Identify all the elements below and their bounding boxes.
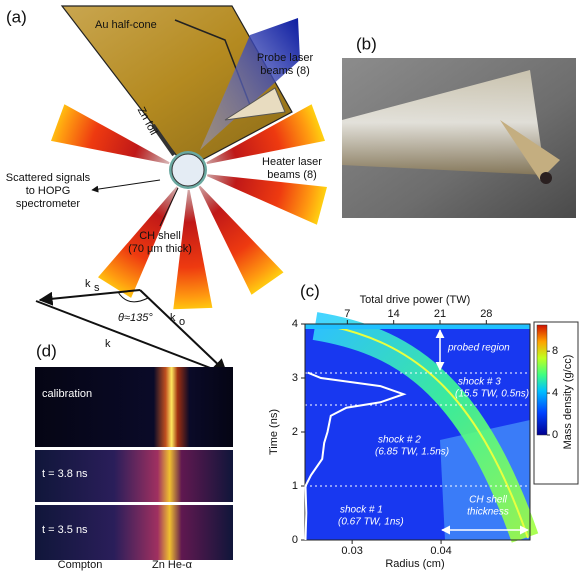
y-tick-label: 1 <box>292 480 298 492</box>
scatter-label: to HOPG <box>26 185 71 197</box>
panel-label: (b) <box>356 34 377 53</box>
cone-label: Au half-cone <box>95 19 157 31</box>
ko-label: k <box>170 312 176 324</box>
x-title: Radius (cm) <box>385 558 444 570</box>
shell-label: (70 μm thick) <box>128 243 192 255</box>
y-tick-label: 4 <box>292 318 298 330</box>
figure: (a) Au half-cone Probe laser beams (8) Z… <box>0 0 579 571</box>
ks-sub: s <box>94 282 100 294</box>
probe-label: Probe laser <box>257 52 314 64</box>
annotation: (6.85 TW, 1.5ns) <box>375 447 449 458</box>
colorbar-title: Mass density (g/cc) <box>562 355 574 450</box>
annotation: (15.5 TW, 0.5ns) <box>455 389 529 400</box>
annotation: probed region <box>447 343 510 354</box>
y-title: Time (ns) <box>268 409 280 455</box>
ks-label: k <box>85 278 91 290</box>
y-tick-label: 2 <box>292 426 298 438</box>
density-top <box>305 324 530 329</box>
strip-label: t = 3.8 ns <box>42 468 88 480</box>
spectrum-strip <box>35 367 233 447</box>
annotation: thickness <box>467 507 509 518</box>
strip-label: calibration <box>42 388 92 400</box>
scatter-arrow <box>92 180 160 190</box>
y-tick-label: 3 <box>292 372 298 384</box>
axis-label: Zn He-α <box>152 559 193 571</box>
ks-vector <box>40 290 140 300</box>
capsule <box>172 154 204 186</box>
colorbar-tick-label: 0 <box>552 429 558 441</box>
annotation: CH shell <box>469 495 508 506</box>
heater-label: beams (8) <box>267 169 317 181</box>
annotation: shock # 1 <box>340 505 383 516</box>
scatter-label: spectrometer <box>16 198 81 210</box>
annotation: shock # 2 <box>378 435 421 446</box>
heater-label: Heater laser <box>262 156 322 168</box>
colorbar <box>537 325 547 435</box>
panel-label: (c) <box>300 281 320 300</box>
x2-tick-label: 14 <box>388 308 400 320</box>
x-tick-label: 0.04 <box>430 545 451 557</box>
x2-title: Total drive power (TW) <box>360 294 471 306</box>
capsule-photo <box>540 172 552 184</box>
x-tick-label: 0.03 <box>341 545 362 557</box>
probe-label: beams (8) <box>260 65 310 77</box>
strip-label: t = 3.5 ns <box>42 524 88 536</box>
x2-tick-label: 21 <box>434 308 446 320</box>
x2-tick-label: 7 <box>344 308 350 320</box>
k-label: k <box>105 338 111 350</box>
ko-sub: o <box>179 316 185 328</box>
colorbar-tick-label: 8 <box>552 345 558 357</box>
colorbar-tick-label: 4 <box>552 387 558 399</box>
annotation: (0.67 TW, 1ns) <box>338 517 404 528</box>
x2-tick-label: 28 <box>480 308 492 320</box>
scatter-label: Scattered signals <box>6 172 91 184</box>
axis-label: Compton <box>58 559 103 571</box>
annotation: shock # 3 <box>458 377 501 388</box>
panel-label: (a) <box>6 7 27 26</box>
shell-label: CH shell <box>139 230 181 242</box>
y-tick-label: 0 <box>292 534 298 546</box>
page: (a) Au half-cone Probe laser beams (8) Z… <box>0 0 579 571</box>
panel-label: (d) <box>36 341 57 360</box>
angle-label: θ≈135° <box>118 312 153 324</box>
